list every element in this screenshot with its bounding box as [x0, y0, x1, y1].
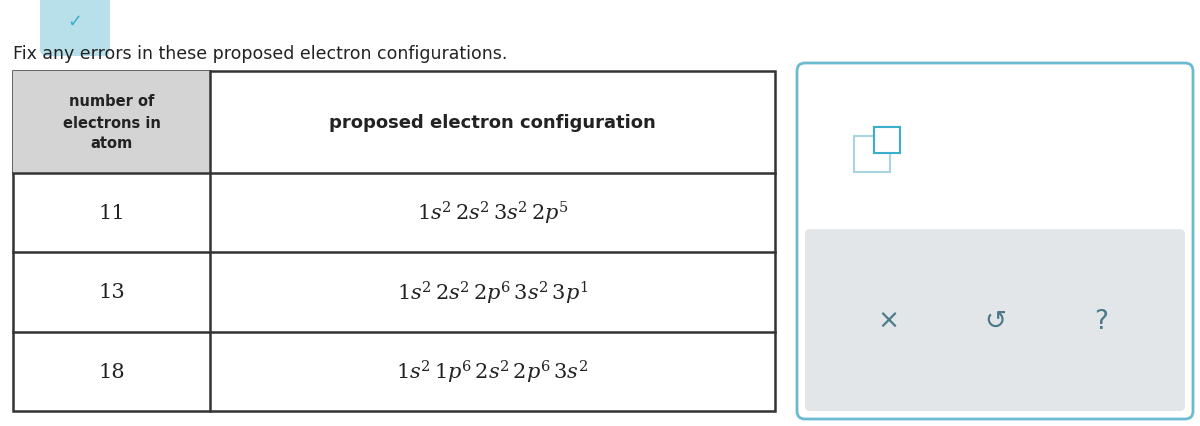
Text: $1s^{2}\,2s^{2}\,3s^{2}\,2p^{5}$: $1s^{2}\,2s^{2}\,3s^{2}\,2p^{5}$	[416, 200, 569, 227]
Text: 13: 13	[98, 283, 125, 302]
Text: ?: ?	[1094, 308, 1109, 334]
Bar	[854, 137, 890, 173]
Text: 18: 18	[98, 362, 125, 381]
Text: 11: 11	[98, 204, 125, 223]
Bar	[874, 127, 900, 153]
Text: Fix any errors in these proposed electron configurations.: Fix any errors in these proposed electro…	[13, 45, 508, 63]
Bar	[13, 72, 210, 173]
Text: ×: ×	[877, 308, 900, 334]
Text: ✓: ✓	[67, 13, 83, 31]
Text: number of
electrons in
atom: number of electrons in atom	[62, 94, 161, 151]
Text: $1s^{2}\,2s^{2}\,2p^{6}\,3s^{2}\,3p^{1}$: $1s^{2}\,2s^{2}\,2p^{6}\,3s^{2}\,3p^{1}$	[397, 279, 588, 306]
Text: ↺: ↺	[984, 308, 1006, 334]
Bar	[13, 72, 775, 411]
FancyBboxPatch shape	[797, 64, 1193, 419]
FancyBboxPatch shape	[40, 0, 110, 57]
Text: proposed electron configuration: proposed electron configuration	[329, 114, 656, 132]
FancyBboxPatch shape	[805, 230, 1186, 411]
Text: $1s^{2}\,1p^{6}\,2s^{2}\,2p^{6}\,3s^{2}$: $1s^{2}\,1p^{6}\,2s^{2}\,2p^{6}\,3s^{2}$	[396, 358, 589, 385]
